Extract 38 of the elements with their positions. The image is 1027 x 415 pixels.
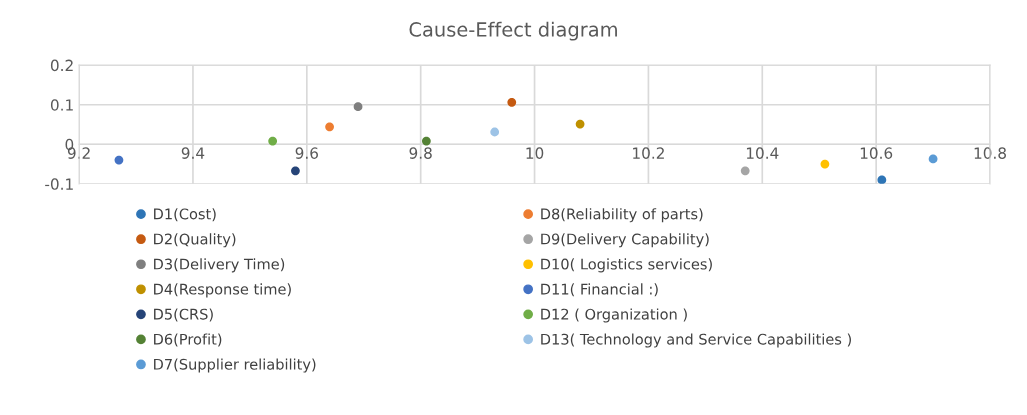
legend-label: D4(Response time) — [154, 283, 291, 298]
legend-label: D1(Cost) — [154, 208, 216, 222]
legend-label: D6(Profit) — [154, 333, 222, 347]
point — [268, 136, 278, 146]
x-tick-label: 10.8 — [974, 147, 1006, 159]
legend-label: D12 ( Organization ) — [541, 308, 687, 323]
x-tick-label: 10.4 — [746, 147, 779, 159]
point — [877, 175, 887, 184]
y-tick-label: 0.1 — [50, 99, 73, 111]
legend-label: D10( Logistics services) — [541, 258, 712, 273]
x-tick-label: 9.4 — [181, 147, 205, 159]
chart-title: Cause-Effect diagram — [409, 21, 617, 41]
legend-label: D11( Financial :) — [541, 283, 658, 297]
point — [353, 102, 363, 112]
legend-label: D8(Reliability of parts) — [541, 208, 703, 223]
point — [507, 97, 517, 107]
legend-label: D9(Delivery Capability) — [541, 233, 709, 248]
point — [490, 127, 500, 137]
legend-label: D5(CRS) — [154, 308, 213, 322]
point — [325, 122, 334, 132]
legend-label: D3(Delivery Time) — [154, 258, 285, 273]
legend-label: D7(Supplier reliability) — [154, 358, 316, 373]
y-tick-label: 0.2 — [50, 59, 73, 72]
legend-label: D13( Technology and Service Capabilities ) — [541, 333, 851, 348]
point — [575, 119, 585, 129]
point — [291, 166, 300, 176]
x-tick-label: 10.6 — [860, 147, 893, 159]
x-tick-label: 10.2 — [633, 147, 664, 159]
y-tick-label: -0.1 — [45, 178, 73, 190]
x-tick-label: 10 — [526, 147, 544, 159]
point — [421, 136, 431, 146]
point — [114, 155, 124, 165]
point — [928, 154, 938, 164]
x-tick-label: 9.8 — [409, 147, 432, 159]
legend-label: D2(Quality) — [154, 233, 236, 248]
x-tick-label: 9.6 — [295, 147, 318, 159]
point — [740, 166, 750, 176]
point — [820, 159, 830, 169]
